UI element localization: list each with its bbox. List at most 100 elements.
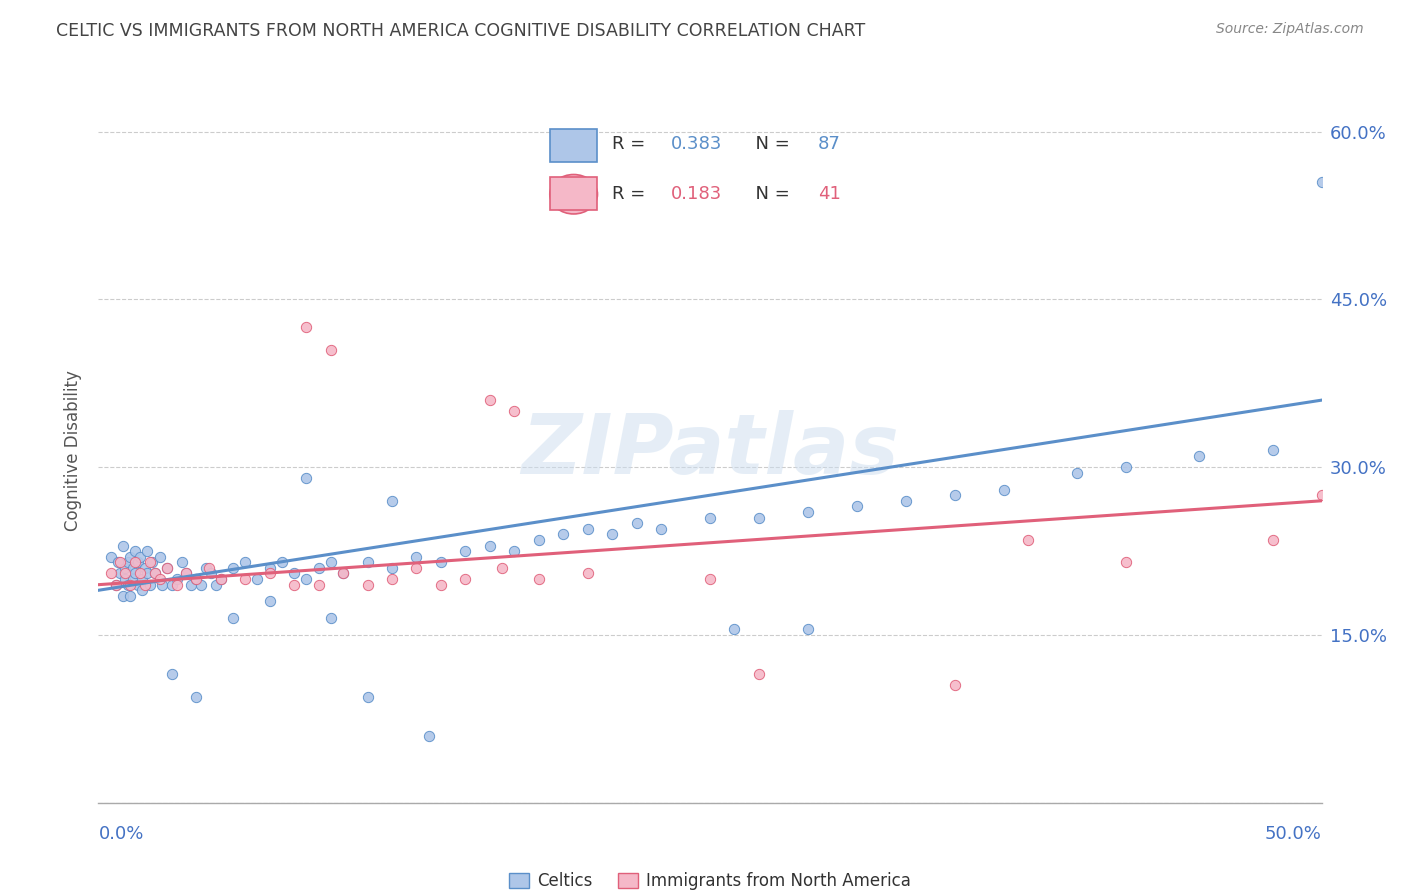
Point — [319, 343, 342, 357]
Point — [1115, 555, 1137, 569]
Point — [166, 572, 188, 586]
Point — [356, 690, 378, 704]
Text: R =: R = — [612, 136, 651, 153]
Point — [356, 555, 378, 569]
Point — [209, 572, 232, 586]
Point — [430, 555, 453, 569]
Point — [1188, 449, 1211, 463]
Point — [120, 577, 142, 591]
Point — [114, 572, 136, 586]
Point — [120, 589, 142, 603]
Point — [943, 678, 966, 692]
Point — [283, 566, 305, 581]
Point — [114, 561, 136, 575]
Point — [222, 561, 245, 575]
Point — [650, 522, 672, 536]
Point — [139, 555, 162, 569]
Point — [166, 577, 188, 591]
Point — [176, 566, 198, 581]
Point — [100, 549, 122, 564]
Point — [110, 555, 132, 569]
Point — [136, 566, 159, 581]
Point — [418, 729, 440, 743]
Point — [319, 611, 342, 625]
FancyBboxPatch shape — [550, 129, 598, 161]
Point — [160, 577, 183, 591]
Point — [308, 577, 330, 591]
Text: 0.183: 0.183 — [671, 185, 723, 202]
Text: 50.0%: 50.0% — [1265, 825, 1322, 843]
Point — [332, 566, 354, 581]
Point — [139, 577, 162, 591]
Point — [405, 561, 427, 575]
Point — [295, 572, 318, 586]
Point — [478, 393, 501, 408]
Point — [104, 577, 127, 591]
Point — [233, 572, 256, 586]
Point — [381, 493, 404, 508]
Point — [626, 516, 648, 531]
Point — [180, 577, 202, 591]
Point — [699, 510, 721, 524]
Point — [121, 572, 143, 586]
Point — [246, 572, 269, 586]
Point — [270, 555, 294, 569]
Point — [143, 566, 166, 581]
Point — [121, 561, 143, 575]
Point — [381, 561, 404, 575]
Point — [195, 561, 218, 575]
Point — [295, 471, 318, 485]
Point — [295, 320, 318, 334]
Point — [150, 577, 173, 591]
Point — [491, 561, 513, 575]
Point — [993, 483, 1015, 497]
Point — [1017, 533, 1039, 547]
Point — [200, 566, 222, 581]
Point — [129, 566, 152, 581]
Point — [1310, 175, 1333, 189]
Point — [186, 572, 208, 586]
Point — [1261, 533, 1284, 547]
Point — [1066, 466, 1088, 480]
Point — [107, 555, 129, 569]
Text: R =: R = — [612, 185, 651, 202]
Text: CELTIC VS IMMIGRANTS FROM NORTH AMERICA COGNITIVE DISABILITY CORRELATION CHART: CELTIC VS IMMIGRANTS FROM NORTH AMERICA … — [56, 22, 866, 40]
Point — [120, 549, 142, 564]
Point — [319, 555, 342, 569]
Point — [129, 549, 152, 564]
Point — [356, 577, 378, 591]
Text: 0.0%: 0.0% — [98, 825, 143, 843]
Point — [797, 505, 820, 519]
Point — [503, 544, 526, 558]
Point — [1261, 443, 1284, 458]
Point — [576, 522, 599, 536]
Text: ZIPatlas: ZIPatlas — [522, 410, 898, 491]
Point — [478, 539, 501, 553]
Point — [197, 561, 219, 575]
Point — [186, 572, 208, 586]
Point — [1310, 488, 1333, 502]
Point — [723, 623, 745, 637]
Point — [527, 533, 550, 547]
Ellipse shape — [550, 175, 598, 214]
Point — [1115, 460, 1137, 475]
Point — [134, 561, 156, 575]
Text: N =: N = — [744, 136, 796, 153]
Point — [149, 572, 172, 586]
Text: 87: 87 — [818, 136, 841, 153]
Point — [283, 577, 305, 591]
Point — [156, 561, 179, 575]
Point — [222, 611, 245, 625]
Point — [124, 544, 146, 558]
Point — [100, 566, 122, 581]
Point — [405, 549, 427, 564]
Point — [259, 561, 281, 575]
Point — [134, 577, 156, 591]
Point — [308, 561, 330, 575]
Text: 41: 41 — [818, 185, 841, 202]
Point — [454, 544, 477, 558]
Point — [131, 583, 153, 598]
Point — [748, 667, 770, 681]
Point — [160, 667, 183, 681]
Point — [131, 572, 153, 586]
